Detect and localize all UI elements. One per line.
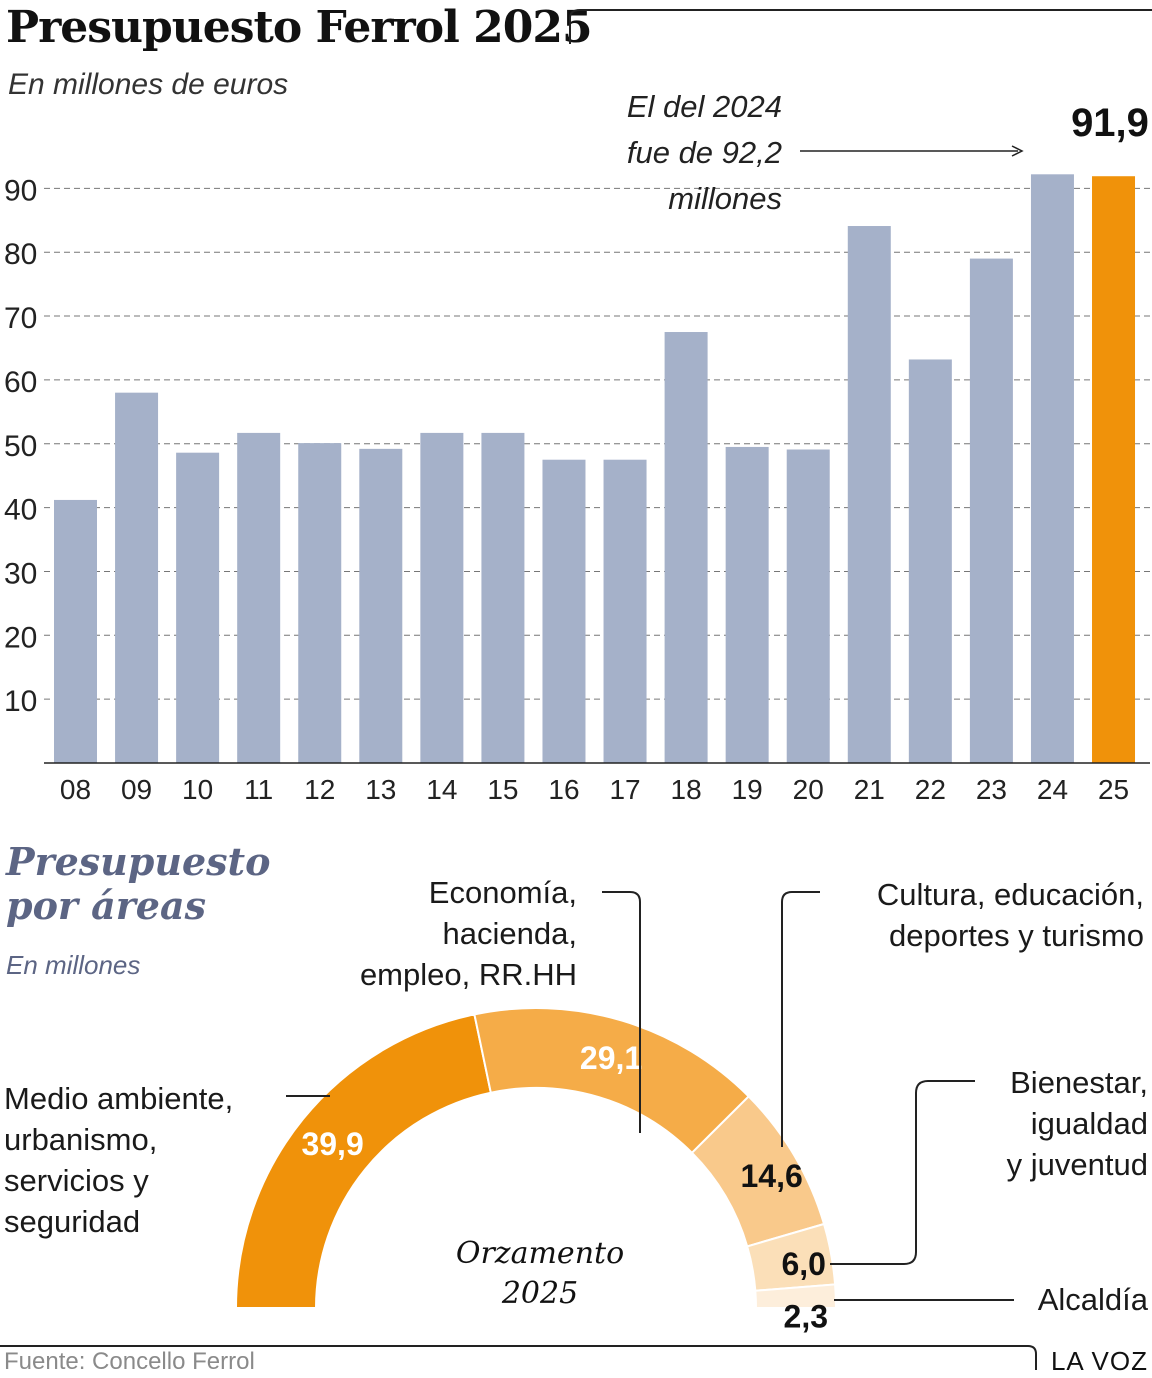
bar-16: [542, 459, 586, 763]
x-tick-label: 21: [854, 774, 885, 805]
source-note: Fuente: Concello Ferrol: [4, 1348, 255, 1375]
label-bienestar: Bienestar, igualdad y juventud: [1006, 1065, 1148, 1182]
chart-title: Presupuesto Ferrol 2025: [6, 2, 593, 53]
areas-title: Presupuesto por áreas: [6, 840, 270, 928]
bar-10: [176, 452, 220, 763]
x-tick-label: 11: [244, 774, 273, 805]
annotation-2024: El del 2024 fue de 92,2 millones: [627, 84, 782, 222]
leader-line-cultura: [781, 891, 820, 1147]
y-tick-label: 80: [4, 238, 37, 271]
areas-subtitle: En millones: [6, 950, 141, 980]
x-tick-label: 14: [426, 774, 457, 805]
x-tick-label: 13: [365, 774, 396, 805]
bar-17: [603, 459, 647, 763]
bar-09: [115, 392, 159, 763]
leader-lines: [286, 891, 1014, 1301]
donut-value-label: 14,6: [740, 1158, 802, 1194]
y-tick-label: 60: [4, 366, 37, 399]
bar-chart: 10 20 30 40 50 60 70 80 90 08 09 10 11 12 13 14 15 16 17 1…: [4, 101, 1150, 805]
donut-value-label: 2,3: [784, 1299, 828, 1335]
areas-title-line-1: Presupuesto: [6, 839, 271, 884]
x-tick-label: 09: [121, 774, 152, 805]
bar-19: [725, 446, 769, 763]
bar-23: [969, 258, 1013, 763]
x-tick-label: 20: [793, 774, 824, 805]
highlight-value-label: 91,9: [1071, 101, 1149, 145]
bar-22: [908, 359, 952, 763]
x-tick-label: 16: [548, 774, 579, 805]
y-tick-label: 70: [4, 302, 37, 335]
label-medio-ambiente: Medio ambiente, urbanismo, servicios y s…: [4, 1081, 234, 1239]
x-tick-label: 17: [609, 774, 640, 805]
x-tick-label: 10: [182, 774, 213, 805]
footer-rule: [0, 1345, 1037, 1370]
label-economia: Economía, hacienda, empleo, RR.HH: [359, 875, 577, 992]
bar-08: [54, 499, 97, 763]
label-alcaldia: Alcaldía: [1037, 1282, 1148, 1317]
y-tick-label: 10: [4, 685, 37, 718]
donut-slice-4: [754, 1283, 838, 1309]
bar-12: [298, 443, 342, 763]
bar-15: [481, 432, 525, 763]
label-cultura: Cultura, educación, deportes y turismo: [876, 877, 1144, 953]
donut-value-label: 29,1: [580, 1040, 642, 1076]
donut-slice-1: [473, 1007, 751, 1155]
annotation-arrow-head: [1011, 145, 1024, 157]
bar-11: [237, 432, 281, 763]
x-tick-label: 15: [487, 774, 518, 805]
y-tick-label: 30: [4, 557, 37, 590]
donut-value-label: 39,9: [301, 1126, 363, 1162]
title-bracket: [569, 9, 1152, 44]
grid-lines: [44, 187, 1150, 700]
annotation-line: millones: [668, 181, 782, 216]
donut-value-label: 6,0: [781, 1246, 825, 1282]
bar-20: [786, 449, 830, 763]
bars: [54, 174, 1136, 764]
x-tick-label: 25: [1098, 774, 1129, 805]
y-tick-label: 90: [4, 174, 37, 207]
bar-14: [420, 432, 464, 763]
x-tick-label: 23: [976, 774, 1007, 805]
y-tick-label: 20: [4, 621, 37, 654]
brand-logo: LA VOZ: [1050, 1346, 1148, 1376]
x-tick-label: 12: [304, 774, 335, 805]
annotation-line: fue de 92,2: [626, 135, 782, 170]
leader-line-economia: [602, 891, 641, 1133]
semi-donut-chart: 39,9 29,1 14,6 6,0 2,3: [234, 891, 1014, 1335]
leader-line-bienestar: [830, 1080, 975, 1265]
bar-25: [1092, 176, 1136, 763]
chart-subtitle: En millones de euros: [8, 68, 289, 101]
x-tick-label: 24: [1037, 774, 1068, 805]
y-tick-label: 50: [4, 430, 37, 463]
y-axis-labels: 10 20 30 40 50 60 70 80 90: [4, 174, 37, 718]
annotation-line: El del 2024: [626, 89, 782, 124]
bar-24: [1030, 174, 1074, 764]
donut-slices: [234, 1007, 838, 1309]
bar-13: [359, 448, 403, 763]
x-tick-label: 19: [732, 774, 763, 805]
bar-21: [847, 226, 891, 764]
x-tick-label: 18: [671, 774, 702, 805]
donut-value-labels: 39,9 29,1 14,6 6,0 2,3: [301, 1040, 828, 1335]
y-tick-label: 40: [4, 494, 37, 527]
donut-center-label: Orzamento 2025: [455, 1236, 625, 1311]
x-tick-label: 08: [60, 774, 91, 805]
areas-title-line-2: por áreas: [6, 883, 207, 928]
x-axis-labels: 08 09 10 11 12 13 14 15 16 17 18 19 20 21 22 23 24 25: [60, 774, 1129, 805]
bar-18: [664, 332, 708, 763]
x-tick-label: 22: [915, 774, 946, 805]
